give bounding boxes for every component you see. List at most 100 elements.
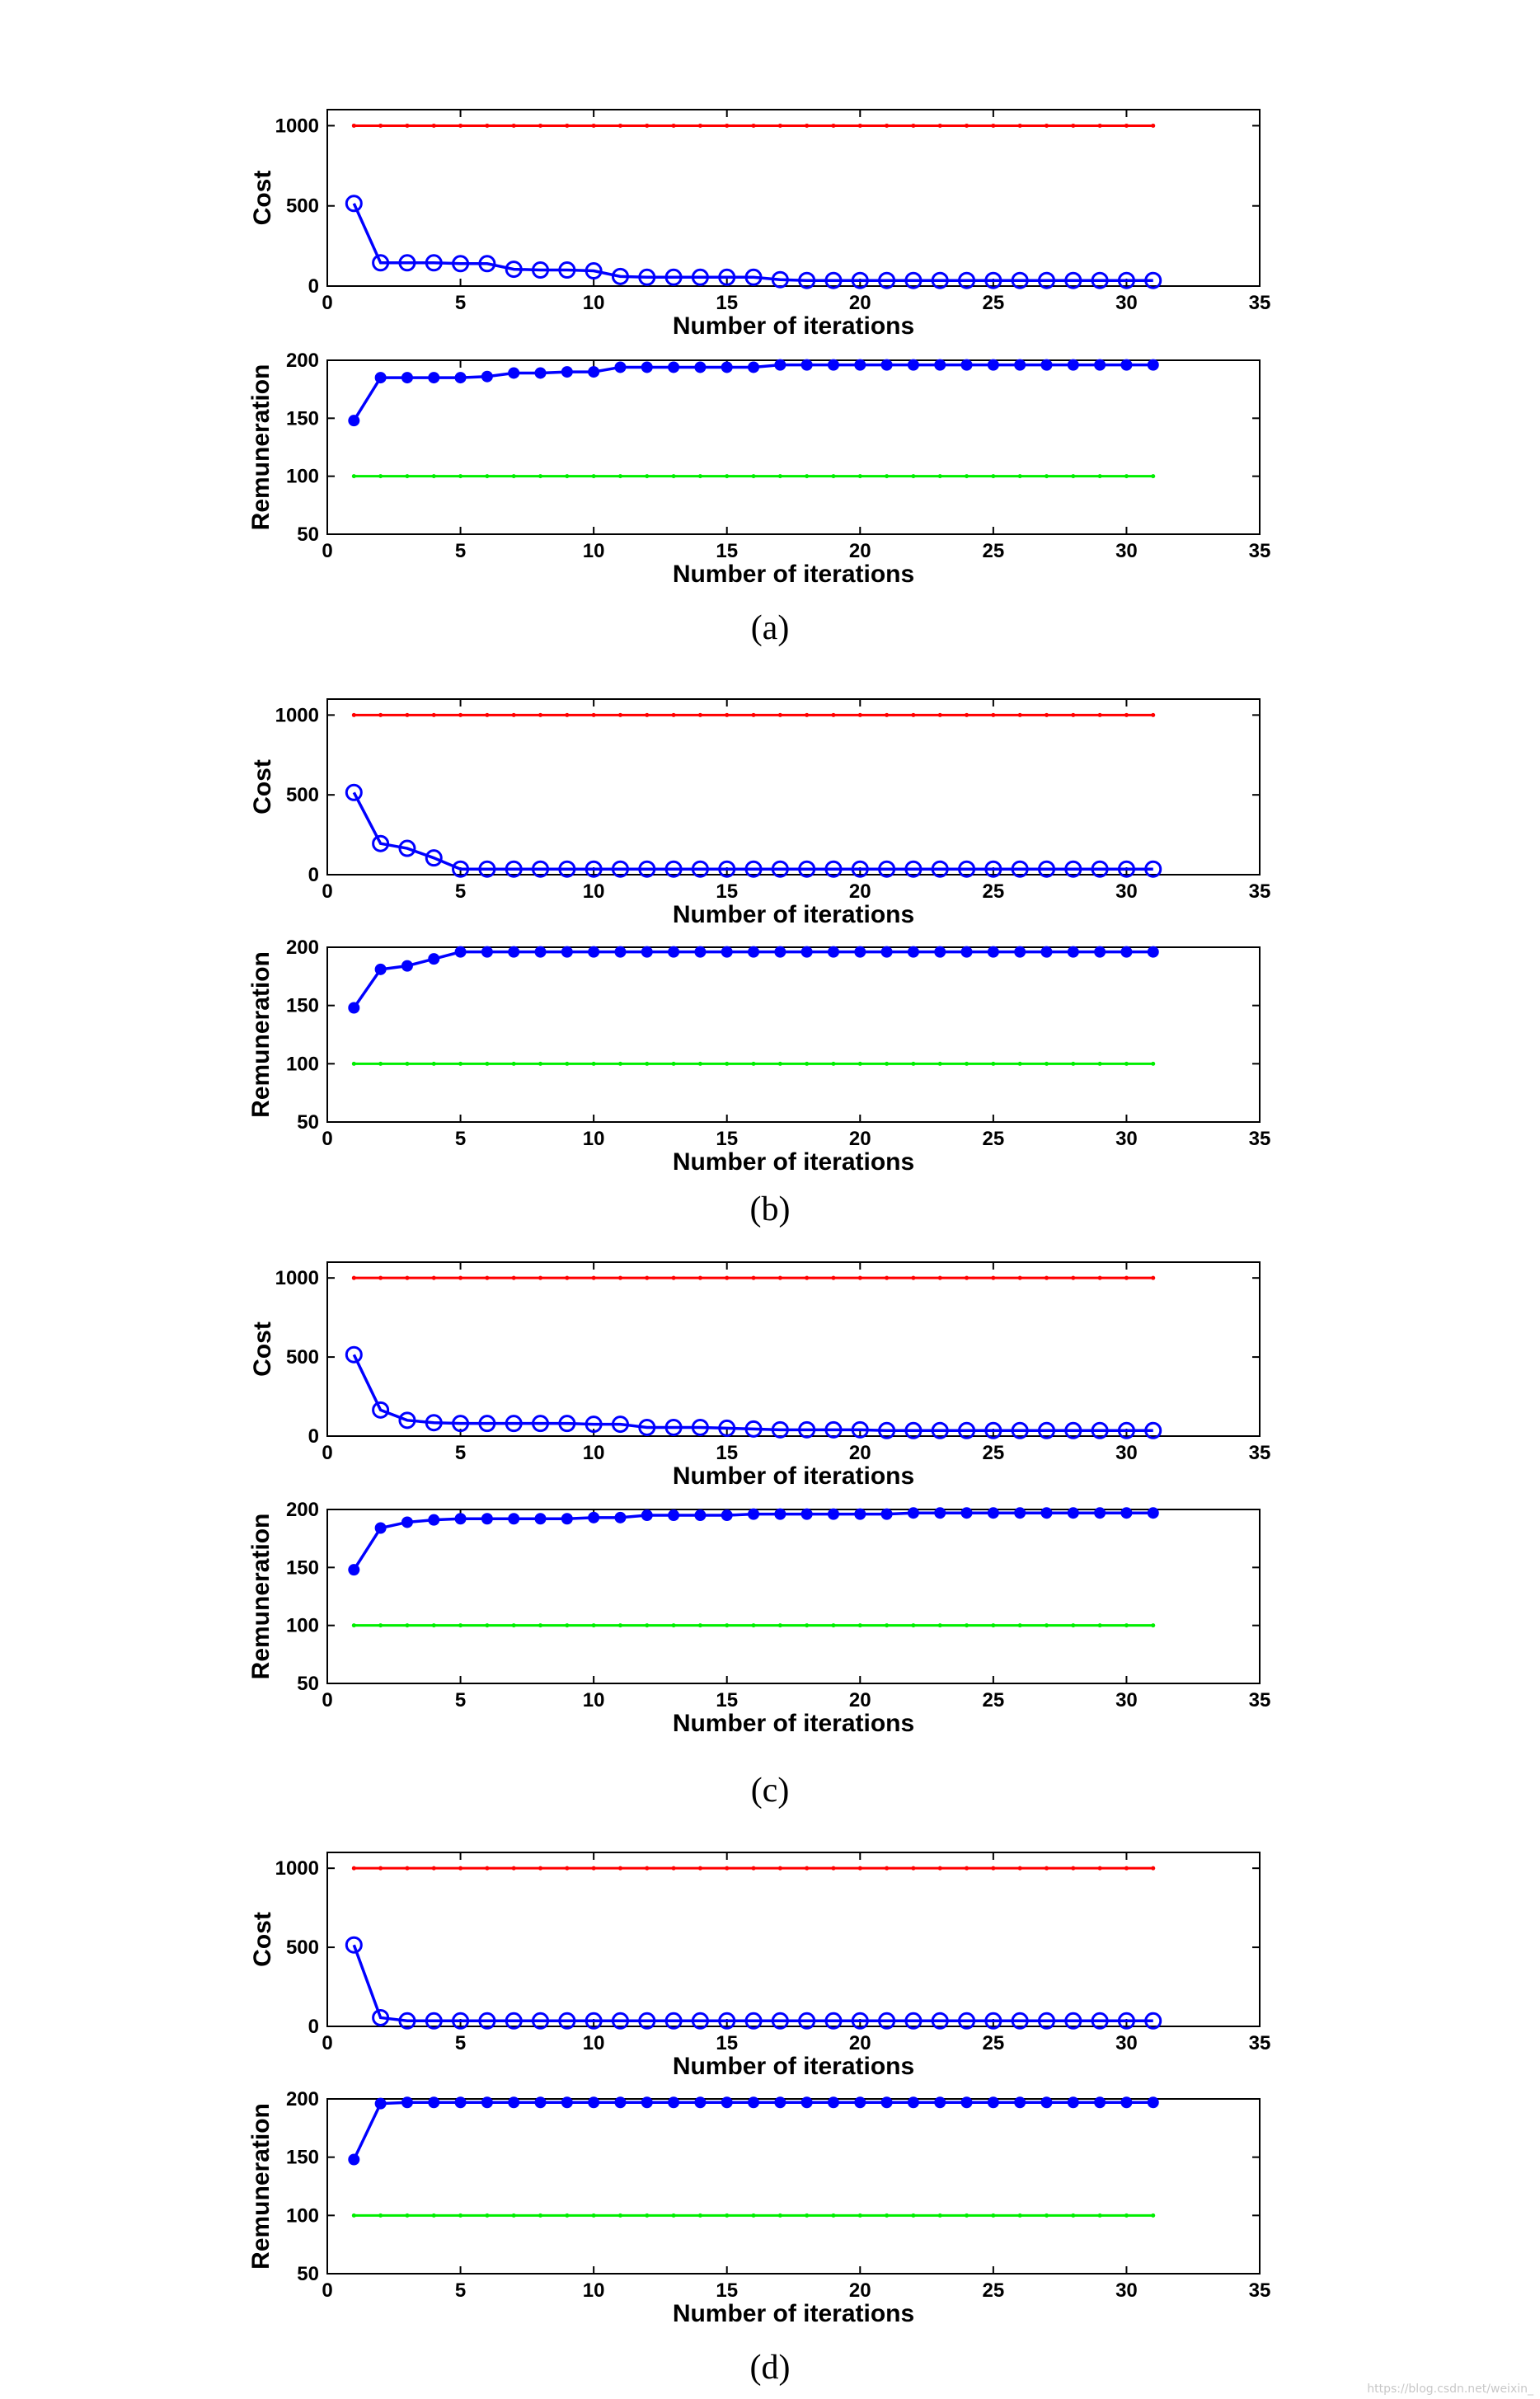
reference-point [511, 123, 516, 128]
reference-point [1071, 712, 1076, 717]
data-point [904, 860, 923, 878]
reference-point [565, 123, 570, 128]
reference-point [511, 2213, 516, 2218]
reference-point [885, 474, 890, 479]
reference-point [485, 474, 490, 479]
data-point [588, 946, 600, 958]
data-point [960, 1507, 973, 1519]
data-point [1014, 2096, 1026, 2109]
data-point [960, 359, 973, 371]
x-tick-label: 20 [849, 1689, 871, 1711]
reference-point [591, 1866, 596, 1871]
reference-point [378, 474, 383, 479]
data-point [428, 372, 440, 384]
reference-point [857, 2213, 862, 2218]
reference-point [458, 1866, 463, 1871]
data-point [1094, 2096, 1106, 2109]
data-point [345, 783, 363, 801]
data-point [824, 271, 843, 289]
data-point [904, 271, 923, 289]
reference-point [511, 474, 516, 479]
reference-point [1151, 1866, 1156, 1871]
reference-point [1097, 474, 1102, 479]
data-point [748, 946, 760, 958]
x-tick-label: 0 [322, 2279, 332, 2302]
data-point [718, 268, 736, 286]
reference-point [777, 712, 782, 717]
plot-frame [326, 1509, 1261, 1684]
x-tick-label: 10 [583, 292, 605, 314]
data-point [771, 270, 789, 289]
reference-point [777, 1866, 782, 1871]
reference-point [805, 1061, 810, 1066]
data-point [694, 2096, 707, 2109]
reference-point [671, 1275, 676, 1280]
reference-point [751, 474, 756, 479]
reference-point [351, 1275, 356, 1280]
reference-point [1071, 2213, 1076, 2218]
data-point [721, 2096, 733, 2109]
x-tick-label: 15 [716, 2279, 738, 2302]
reference-point [1124, 123, 1129, 128]
reference-point [617, 123, 622, 128]
data-point [1037, 860, 1055, 878]
data-point [721, 361, 733, 373]
data-point [348, 415, 360, 427]
reference-point [991, 1866, 996, 1871]
data-point [372, 2008, 390, 2026]
data-point [1011, 271, 1029, 289]
data-point [558, 1415, 576, 1433]
data-point [505, 2012, 523, 2030]
x-tick-label: 25 [983, 292, 1005, 314]
reference-point [645, 2213, 650, 2218]
x-tick-label: 30 [1115, 292, 1138, 314]
panel-caption: (b) [750, 1190, 791, 1228]
data-point [638, 2012, 656, 2030]
reference-point [617, 1866, 622, 1871]
data-point [934, 1507, 946, 1519]
reference-point [538, 1061, 543, 1066]
x-axis-label: Number of iterations [673, 2053, 914, 2080]
x-axis-label: Number of iterations [673, 1148, 914, 1176]
reference-point [751, 123, 756, 128]
data-point [771, 860, 789, 878]
reference-point [911, 123, 916, 128]
reference-point [725, 2213, 730, 2218]
data-point [907, 1507, 919, 1519]
reference-point [885, 1866, 890, 1871]
data-point [478, 2012, 496, 2030]
y-axis-label: Remuneration [247, 1514, 275, 1680]
series-line [352, 1354, 1153, 1433]
data-point [345, 1345, 363, 1364]
x-tick-label: 15 [716, 292, 738, 314]
reference-point [351, 712, 356, 717]
x-tick-label: 25 [983, 1689, 1005, 1711]
data-point [694, 361, 707, 373]
reference-point [617, 712, 622, 717]
reference-point [1017, 1275, 1022, 1280]
data-point [1037, 271, 1055, 289]
y-tick-label: 0 [308, 2016, 319, 2038]
reference-point [485, 1623, 490, 1628]
reference-point [751, 1866, 756, 1871]
reference-point [937, 1866, 942, 1871]
chart-8: 0 5 10 15 20 25 30 35 50 100 150 200 Number of itera… [247, 2088, 1270, 2327]
reference-point [911, 1275, 916, 1280]
data-point [348, 2153, 360, 2166]
y-tick-label: 1000 [275, 115, 319, 137]
reference-point [431, 1275, 436, 1280]
data-point [984, 271, 1002, 289]
x-tick-label: 5 [455, 540, 466, 562]
data-point [878, 271, 896, 289]
reference-point [991, 1061, 996, 1066]
data-point [1067, 946, 1079, 958]
data-point [694, 1509, 707, 1522]
chart-2: 0 5 10 15 20 25 30 35 50 100 150 200 Number of itera… [247, 350, 1270, 588]
data-point [425, 849, 443, 867]
reference-point [431, 2213, 436, 2218]
reference-point [351, 123, 356, 128]
data-point [1094, 946, 1106, 958]
reference-point [1044, 712, 1049, 717]
data-point [851, 1420, 869, 1439]
data-point [774, 946, 786, 958]
